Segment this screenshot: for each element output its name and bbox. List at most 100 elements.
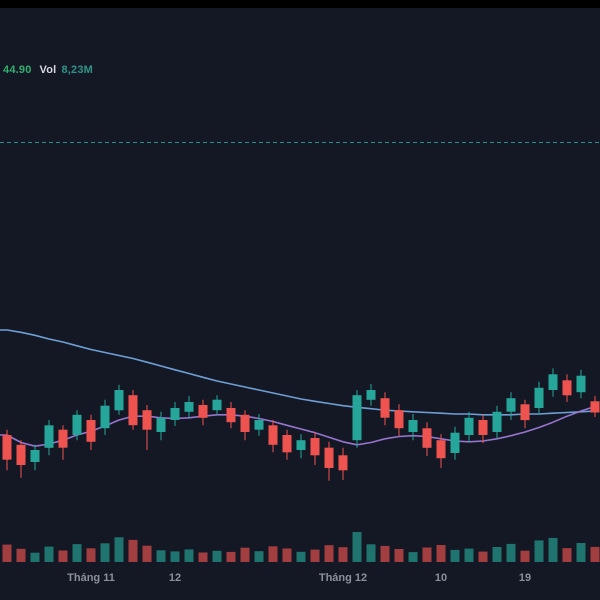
candle[interactable] xyxy=(72,410,82,441)
candle-body xyxy=(44,425,54,448)
volume-bar[interactable] xyxy=(282,548,292,563)
volume-bar[interactable] xyxy=(254,551,264,562)
volume-bar[interactable] xyxy=(464,548,474,562)
candle[interactable] xyxy=(324,441,334,481)
candle-body xyxy=(436,440,446,459)
volume-bar[interactable] xyxy=(296,551,306,562)
volume-bar[interactable] xyxy=(492,547,502,562)
candle[interactable] xyxy=(170,402,180,426)
candle-body xyxy=(562,380,572,396)
candle[interactable] xyxy=(198,399,208,426)
volume-bar[interactable] xyxy=(2,544,12,562)
volume-bar[interactable] xyxy=(212,550,222,562)
volume-bar[interactable] xyxy=(408,552,418,562)
candle[interactable] xyxy=(548,368,558,397)
volume-bar[interactable] xyxy=(310,549,320,562)
volume-bar[interactable] xyxy=(422,547,432,563)
volume-bar[interactable] xyxy=(86,548,96,562)
volume-bar[interactable] xyxy=(226,551,236,562)
candle[interactable] xyxy=(450,426,460,460)
candle[interactable] xyxy=(366,384,376,406)
volume-bar[interactable] xyxy=(520,550,530,562)
candle[interactable] xyxy=(58,425,68,460)
candle[interactable] xyxy=(436,434,446,468)
candle[interactable] xyxy=(352,390,362,448)
candle[interactable] xyxy=(16,440,26,478)
candle[interactable] xyxy=(506,392,516,420)
candle[interactable] xyxy=(478,414,488,444)
candle[interactable] xyxy=(296,434,306,459)
candle[interactable] xyxy=(240,410,250,441)
candle[interactable] xyxy=(394,404,404,436)
candle-body xyxy=(310,438,320,456)
candle-body xyxy=(408,420,418,432)
candle[interactable] xyxy=(422,422,432,456)
candle[interactable] xyxy=(142,405,152,450)
candle[interactable] xyxy=(254,414,264,436)
volume-bar[interactable] xyxy=(324,545,334,562)
volume-bar[interactable] xyxy=(100,543,110,562)
candle-body xyxy=(212,399,222,411)
candle[interactable] xyxy=(114,384,124,415)
candle[interactable] xyxy=(590,396,600,417)
volume-bar[interactable] xyxy=(450,549,460,562)
volume-bar[interactable] xyxy=(352,532,362,562)
volume-bar[interactable] xyxy=(142,545,152,562)
volume-bar[interactable] xyxy=(576,543,586,562)
volume-bar[interactable] xyxy=(58,550,68,563)
candle[interactable] xyxy=(492,405,502,439)
candle[interactable] xyxy=(464,411,474,442)
volume-bar[interactable] xyxy=(268,546,278,562)
volume-bar[interactable] xyxy=(590,546,600,562)
x-axis-label: 12 xyxy=(169,572,181,584)
volume-bar[interactable] xyxy=(16,548,26,562)
volume-bar[interactable] xyxy=(562,548,572,562)
volume-bar[interactable] xyxy=(380,545,390,562)
volume-bar[interactable] xyxy=(184,549,194,562)
candle[interactable] xyxy=(562,374,572,402)
candle[interactable] xyxy=(310,432,320,465)
candle[interactable] xyxy=(30,444,40,471)
volume-bar[interactable] xyxy=(548,537,558,562)
volume-bar[interactable] xyxy=(506,543,516,562)
volume-bar[interactable] xyxy=(156,550,166,562)
candle[interactable] xyxy=(100,399,110,435)
x-axis-label: 19 xyxy=(519,572,531,584)
volume-bar[interactable] xyxy=(366,544,376,562)
candle[interactable] xyxy=(338,447,348,480)
volume-bar[interactable] xyxy=(128,539,138,562)
volume-bar[interactable] xyxy=(72,544,82,562)
candle[interactable] xyxy=(184,396,194,418)
window-top-strip xyxy=(0,0,600,8)
candle[interactable] xyxy=(576,369,586,399)
x-axis-label: 10 xyxy=(435,572,447,584)
candle[interactable] xyxy=(520,399,530,429)
candle[interactable] xyxy=(534,381,544,415)
volume-bar[interactable] xyxy=(170,551,180,562)
volume-bar[interactable] xyxy=(30,552,40,562)
x-axis[interactable]: Tháng 11 12 Tháng 12 10 19 xyxy=(67,572,531,584)
candle[interactable] xyxy=(44,420,54,456)
volume-bar[interactable] xyxy=(44,546,54,562)
candle[interactable] xyxy=(2,429,12,471)
volume-bar[interactable] xyxy=(394,549,404,562)
candle[interactable] xyxy=(86,414,96,450)
volume-bar[interactable] xyxy=(436,545,446,562)
volume-bar[interactable] xyxy=(114,537,124,562)
volume-bar[interactable] xyxy=(534,540,544,562)
volume-bar[interactable] xyxy=(198,552,208,563)
candle[interactable] xyxy=(156,411,166,441)
volume-bar[interactable] xyxy=(240,547,250,562)
candle[interactable] xyxy=(268,420,278,453)
candle[interactable] xyxy=(380,392,390,426)
candle[interactable] xyxy=(282,429,292,460)
candle[interactable] xyxy=(408,414,418,441)
volume-bar[interactable] xyxy=(478,551,488,562)
candle[interactable] xyxy=(226,402,236,429)
candle[interactable] xyxy=(212,395,222,415)
volume-bar[interactable] xyxy=(338,547,348,562)
candle-body xyxy=(520,404,530,421)
candle[interactable] xyxy=(128,390,138,430)
